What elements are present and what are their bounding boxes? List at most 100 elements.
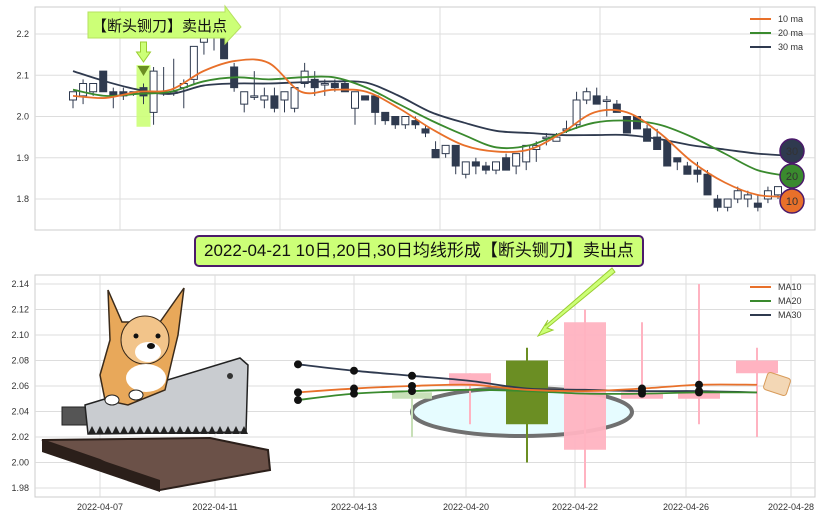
- y-tick-label: 1.98: [11, 483, 29, 493]
- legend-label: 10 ma: [778, 14, 803, 24]
- legend-label: 20 ma: [778, 28, 803, 38]
- annotation-banner: 2022-04-21 10日,20日,30日均线形成【断头铡刀】卖出点: [194, 235, 644, 267]
- candle-body: [663, 140, 672, 167]
- candle-body: [743, 194, 752, 200]
- candle-body: [199, 37, 208, 43]
- candle-body: [260, 95, 269, 101]
- ma10-line: [72, 58, 791, 198]
- ma-point-marker: [294, 388, 302, 397]
- ma-end-marker-label: 30: [786, 146, 798, 158]
- ma-point-marker: [294, 396, 302, 405]
- down-arrow-icon: [135, 41, 152, 63]
- candle-body: [492, 161, 500, 171]
- ma-point-marker: [408, 371, 416, 380]
- candle-body: [381, 111, 390, 122]
- candle-body: [582, 91, 591, 101]
- candle-body: [612, 103, 621, 113]
- candle-body: [723, 198, 732, 208]
- candle-body: [351, 91, 359, 109]
- ma-end-marker-label: 20: [786, 171, 798, 183]
- candle-body: [330, 83, 339, 89]
- ma20-line: [297, 388, 758, 401]
- candle-body: [361, 95, 370, 101]
- x-tick-label: 2022-04-11: [192, 502, 237, 512]
- y-tick-label: 2.2: [16, 29, 29, 39]
- candle-body: [733, 190, 742, 200]
- ma-point-marker: [350, 366, 358, 375]
- corgi-guillotine-illustration: [41, 287, 272, 492]
- saw-hole: [227, 373, 233, 379]
- x-tick-label: 2022-04-07: [77, 502, 123, 512]
- x-tick-label: 2022-04-20: [443, 502, 489, 512]
- ma20-line: [72, 75, 791, 178]
- candle-body: [290, 87, 299, 109]
- candle-body: [401, 116, 410, 126]
- candle-body: [461, 161, 470, 175]
- corgi-nose: [147, 343, 155, 349]
- candle-body: [622, 116, 631, 134]
- candle-body: [79, 83, 88, 97]
- x-tick-label: 2022-04-22: [552, 502, 598, 512]
- x-tick-label: 2022-04-28: [768, 502, 814, 512]
- corgi-chest: [126, 364, 166, 392]
- candle-body: [602, 99, 611, 102]
- ma-end-marker-label: 10: [786, 196, 798, 208]
- candle-body: [451, 144, 460, 167]
- ma-point-marker: [638, 384, 646, 393]
- candle-body: [189, 45, 198, 80]
- y-tick-label: 2.08: [11, 356, 29, 366]
- candle-body: [421, 128, 430, 134]
- tag-icon: [763, 372, 791, 396]
- candle-body: [592, 95, 601, 105]
- y-tick-label: 1.8: [16, 194, 29, 204]
- candle-body: [89, 83, 98, 93]
- legend-label: MA10: [778, 282, 802, 292]
- triangle-marker-icon: [137, 66, 150, 76]
- y-tick-label: 2.02: [11, 432, 29, 442]
- sell-flag-label: 【断头铡刀】卖出点: [92, 18, 227, 35]
- ma-end-marker: [779, 188, 805, 214]
- ma-point-marker: [695, 380, 703, 389]
- candle-body: [320, 83, 329, 86]
- y-tick-label: 2.14: [11, 279, 29, 289]
- candle-body: [693, 169, 702, 175]
- x-tick-label: 2022-04-13: [331, 502, 377, 512]
- y-tick-label: 2.1: [16, 70, 29, 80]
- candle-body: [736, 360, 778, 374]
- candle-body: [774, 186, 782, 196]
- candle-body: [371, 95, 380, 113]
- ma10-line: [297, 383, 758, 394]
- candle-body: [250, 95, 259, 98]
- candle-body: [673, 157, 682, 163]
- ma30-line: [297, 363, 758, 394]
- corgi-eye: [133, 333, 139, 339]
- candle-body: [411, 120, 420, 126]
- legend-label: MA20: [778, 296, 802, 306]
- ma-point-marker: [350, 384, 358, 393]
- candle-body: [713, 198, 722, 208]
- candle-body: [280, 91, 289, 101]
- y-tick-label: 2.04: [11, 407, 29, 417]
- candle-body: [564, 322, 606, 450]
- corgi-paw: [128, 389, 144, 401]
- candle-body: [763, 190, 772, 200]
- candle-body: [340, 83, 349, 93]
- pointer-arrow-icon: [536, 267, 616, 338]
- candle-body: [703, 173, 712, 196]
- candle-body: [441, 144, 450, 155]
- candle-body: [431, 149, 440, 159]
- candle-body: [653, 136, 662, 150]
- ma-point-marker: [408, 382, 416, 390]
- base-plate-edge: [42, 440, 160, 492]
- legend-label: MA30: [778, 310, 802, 320]
- legend-label: 30 ma: [778, 42, 803, 52]
- candle-body: [240, 91, 249, 105]
- x-tick-label: 2022-04-26: [663, 502, 709, 512]
- ma-point-marker: [294, 360, 302, 369]
- candle-body: [392, 392, 432, 399]
- candle-body: [512, 153, 521, 167]
- y-tick-label: 2.0: [16, 112, 29, 122]
- y-tick-label: 2.10: [11, 330, 29, 340]
- y-tick-label: 2.12: [11, 305, 29, 315]
